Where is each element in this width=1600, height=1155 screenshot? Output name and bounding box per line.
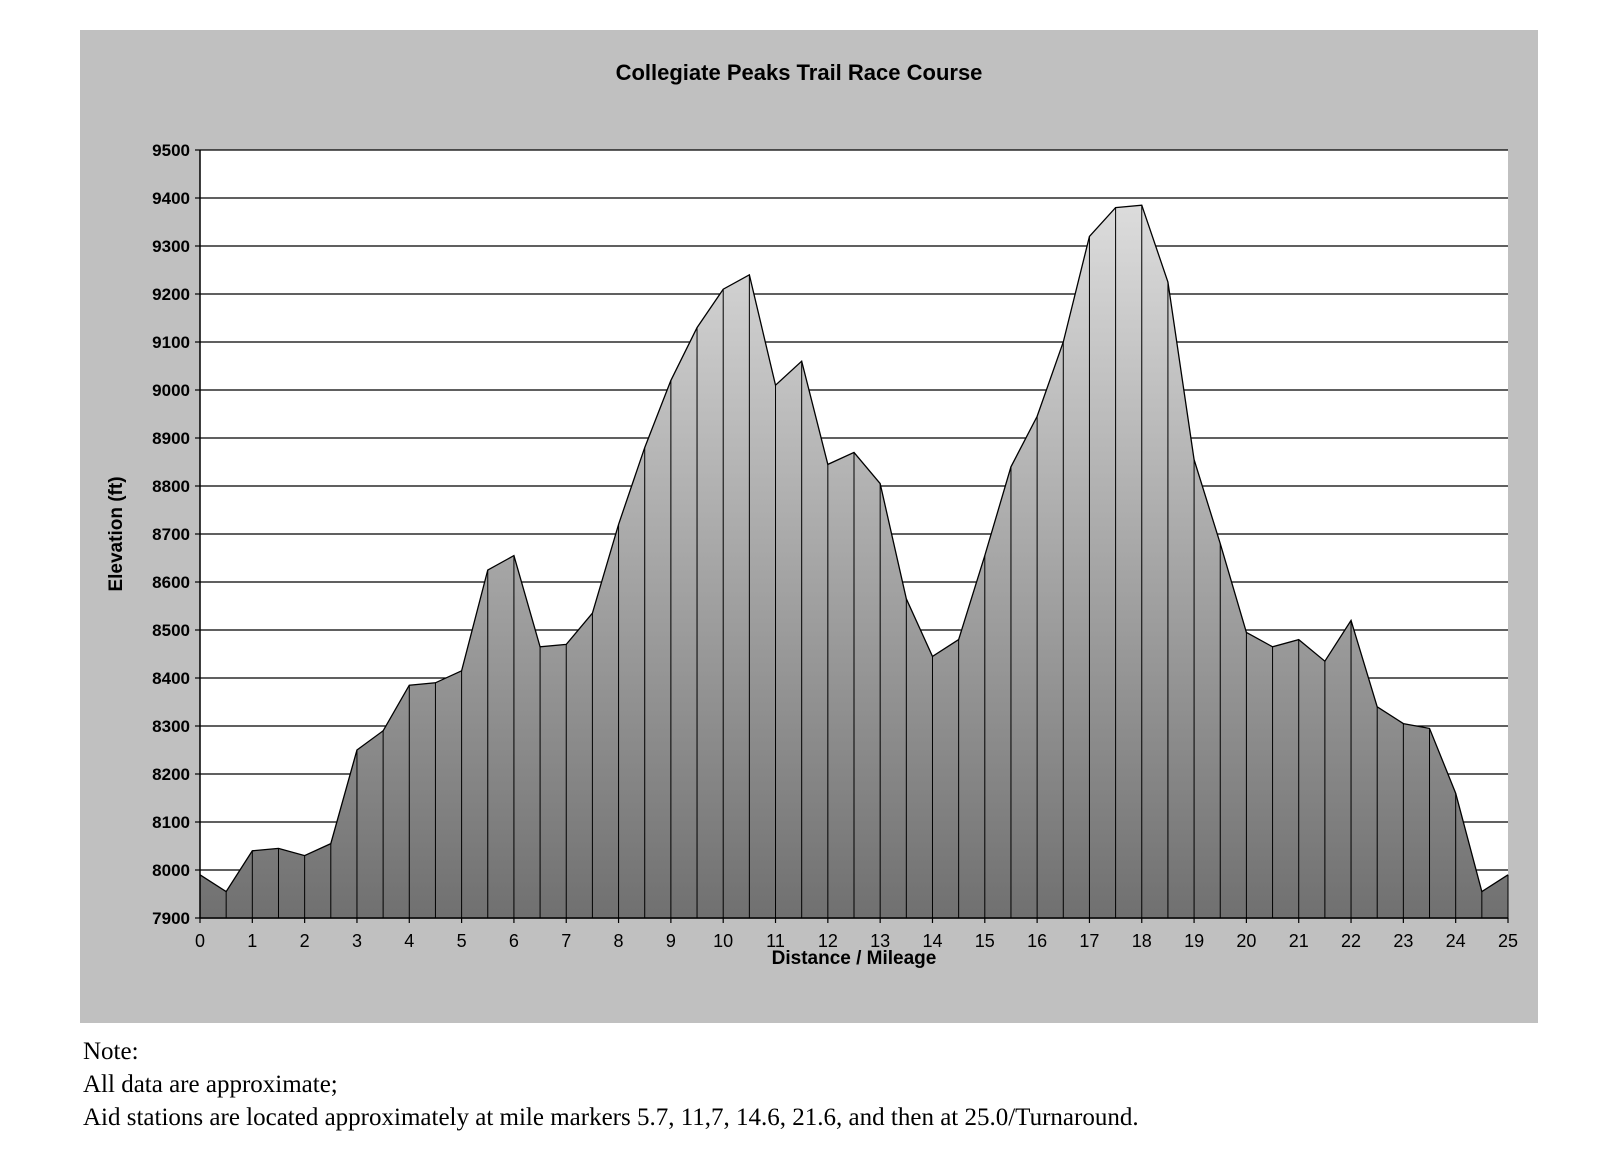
xtick-label-11: 11 [766,931,785,951]
xtick-label-22: 22 [1341,931,1361,951]
xtick-label-24: 24 [1446,931,1466,951]
ytick-label-8100: 8100 [152,813,190,832]
note-line-approximate: All data are approximate; [83,1071,338,1098]
ytick-label-9100: 9100 [152,333,190,352]
ytick-label-8200: 8200 [152,765,190,784]
xtick-label-20: 20 [1236,931,1256,951]
xtick-label-15: 15 [975,931,995,951]
xtick-label-1: 1 [247,931,257,951]
ytick-label-8700: 8700 [152,525,190,544]
chart-title: Collegiate Peaks Trail Race Course [616,60,983,85]
note-heading: Note: [83,1038,139,1065]
xtick-label-17: 17 [1079,931,1099,951]
xtick-label-25: 25 [1498,931,1518,951]
ytick-label-8300: 8300 [152,717,190,736]
ytick-label-9300: 9300 [152,237,190,256]
xtick-label-2: 2 [300,931,310,951]
ytick-label-8600: 8600 [152,573,190,592]
xtick-label-6: 6 [509,931,519,951]
ytick-label-8500: 8500 [152,621,190,640]
x-axis-label: Distance / Mileage [772,948,937,969]
ytick-label-8800: 8800 [152,477,190,496]
xtick-label-13: 13 [870,931,890,951]
ytick-label-8900: 8900 [152,429,190,448]
ytick-label-9400: 9400 [152,189,190,208]
xtick-label-10: 10 [713,931,733,951]
ytick-label-8400: 8400 [152,669,190,688]
xtick-label-5: 5 [457,931,467,951]
ytick-label-7900: 7900 [152,909,190,928]
xtick-label-0: 0 [195,931,205,951]
elevation-line [199,204,1509,893]
xtick-label-7: 7 [561,931,571,951]
notes-section: Note: All data are approximate; Aid stat… [83,1035,1563,1134]
xtick-label-3: 3 [352,931,362,951]
elevation-area [199,150,1509,919]
xtick-label-21: 21 [1289,931,1309,951]
xtick-label-16: 16 [1027,931,1047,951]
ytick-label-9500: 9500 [152,141,190,160]
xtick-label-23: 23 [1393,931,1413,951]
xtick-label-14: 14 [922,931,942,951]
elevation-chart: Collegiate Peaks Trail Race Course 7900 8… [106,60,1518,969]
ytick-label-9000: 9000 [152,381,190,400]
chart-panel: Collegiate Peaks Trail Race Course 7900 8… [80,30,1538,1023]
x-axis-ticks: 0 1 2 3 4 5 6 7 8 9 10 11 12 13 14 15 16 17 18 19 20 21 22 23 24… [195,918,1518,951]
xtick-label-8: 8 [614,931,624,951]
xtick-label-12: 12 [818,931,838,951]
xtick-label-19: 19 [1184,931,1204,951]
y-axis-ticks: 7900 8000 8100 8200 8300 8400 8500 8600 8700 8800… [152,141,200,928]
xtick-label-9: 9 [666,931,676,951]
ytick-label-8000: 8000 [152,861,190,880]
note-line-aid-stations: Aid stations are located approximately a… [83,1104,1139,1131]
y-axis-label: Elevation (ft) [106,476,127,591]
xtick-label-4: 4 [404,931,414,951]
xtick-label-18: 18 [1132,931,1152,951]
ytick-label-9200: 9200 [152,285,190,304]
